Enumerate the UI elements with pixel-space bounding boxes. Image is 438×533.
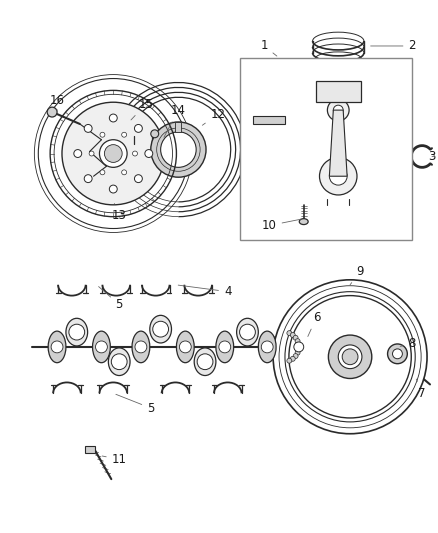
Text: 14: 14	[164, 103, 186, 138]
Text: 10: 10	[262, 219, 301, 232]
Circle shape	[342, 349, 358, 365]
Circle shape	[295, 350, 300, 355]
Circle shape	[51, 341, 63, 353]
Circle shape	[134, 125, 142, 132]
Circle shape	[145, 150, 153, 157]
Ellipse shape	[237, 318, 258, 346]
Circle shape	[338, 345, 362, 369]
Circle shape	[327, 99, 349, 121]
Text: 8: 8	[400, 337, 416, 351]
Circle shape	[293, 335, 298, 340]
Circle shape	[287, 330, 292, 336]
Circle shape	[290, 357, 295, 361]
Circle shape	[89, 151, 94, 156]
Circle shape	[84, 175, 92, 183]
Circle shape	[151, 122, 206, 177]
Text: 11: 11	[102, 453, 127, 466]
Circle shape	[110, 185, 117, 193]
Circle shape	[333, 105, 343, 115]
Polygon shape	[329, 110, 347, 176]
Circle shape	[161, 132, 196, 167]
Circle shape	[110, 114, 117, 122]
Wedge shape	[291, 316, 329, 365]
Circle shape	[329, 167, 347, 185]
Text: 1: 1	[261, 39, 277, 56]
Circle shape	[104, 144, 122, 163]
Circle shape	[74, 150, 82, 157]
Bar	[85, 446, 95, 454]
Wedge shape	[355, 370, 403, 415]
Text: 2: 2	[371, 39, 416, 52]
Text: 13: 13	[112, 204, 127, 222]
Bar	[254, 116, 285, 124]
Circle shape	[84, 125, 92, 132]
Wedge shape	[371, 316, 409, 365]
Circle shape	[100, 132, 105, 137]
Circle shape	[47, 107, 57, 117]
Ellipse shape	[48, 331, 66, 362]
Polygon shape	[274, 337, 323, 357]
Circle shape	[111, 354, 127, 369]
Bar	[176, 122, 181, 132]
Circle shape	[62, 102, 165, 205]
Circle shape	[95, 341, 107, 353]
Ellipse shape	[150, 316, 172, 343]
Circle shape	[328, 335, 372, 378]
Text: 3: 3	[428, 150, 436, 163]
Ellipse shape	[258, 331, 276, 362]
Circle shape	[219, 341, 231, 353]
Ellipse shape	[194, 348, 216, 376]
Text: 5: 5	[116, 394, 155, 415]
Circle shape	[133, 151, 138, 156]
Circle shape	[388, 344, 407, 364]
Circle shape	[296, 343, 301, 348]
Circle shape	[122, 170, 127, 175]
Ellipse shape	[177, 331, 194, 362]
Text: 9: 9	[350, 265, 364, 285]
Circle shape	[290, 333, 295, 337]
Ellipse shape	[216, 331, 233, 362]
Text: 15: 15	[131, 98, 153, 120]
Ellipse shape	[132, 331, 150, 362]
Circle shape	[99, 140, 127, 167]
Circle shape	[296, 346, 301, 351]
Circle shape	[151, 130, 159, 138]
Circle shape	[153, 321, 169, 337]
Bar	[240, 58, 412, 240]
Circle shape	[100, 170, 105, 175]
Bar	[315, 80, 361, 102]
Text: 4: 4	[178, 285, 232, 298]
Circle shape	[134, 175, 142, 183]
Circle shape	[180, 341, 191, 353]
Circle shape	[135, 341, 147, 353]
Circle shape	[197, 354, 213, 369]
Text: 12: 12	[202, 108, 226, 125]
Text: 6: 6	[308, 311, 320, 336]
Text: 7: 7	[416, 379, 426, 400]
Wedge shape	[324, 297, 376, 331]
Ellipse shape	[66, 318, 88, 346]
Ellipse shape	[108, 348, 130, 376]
Circle shape	[294, 342, 304, 352]
Circle shape	[287, 358, 292, 363]
Circle shape	[289, 296, 411, 418]
Circle shape	[392, 349, 403, 359]
Circle shape	[261, 341, 273, 353]
Circle shape	[295, 338, 300, 344]
Circle shape	[319, 157, 357, 195]
Ellipse shape	[299, 219, 308, 224]
Wedge shape	[298, 370, 345, 415]
Circle shape	[122, 132, 127, 137]
Circle shape	[273, 280, 427, 434]
Circle shape	[293, 353, 298, 359]
Ellipse shape	[92, 331, 110, 362]
Text: 16: 16	[49, 94, 64, 112]
Circle shape	[69, 324, 85, 340]
Text: 5: 5	[99, 287, 123, 311]
Circle shape	[240, 324, 255, 340]
